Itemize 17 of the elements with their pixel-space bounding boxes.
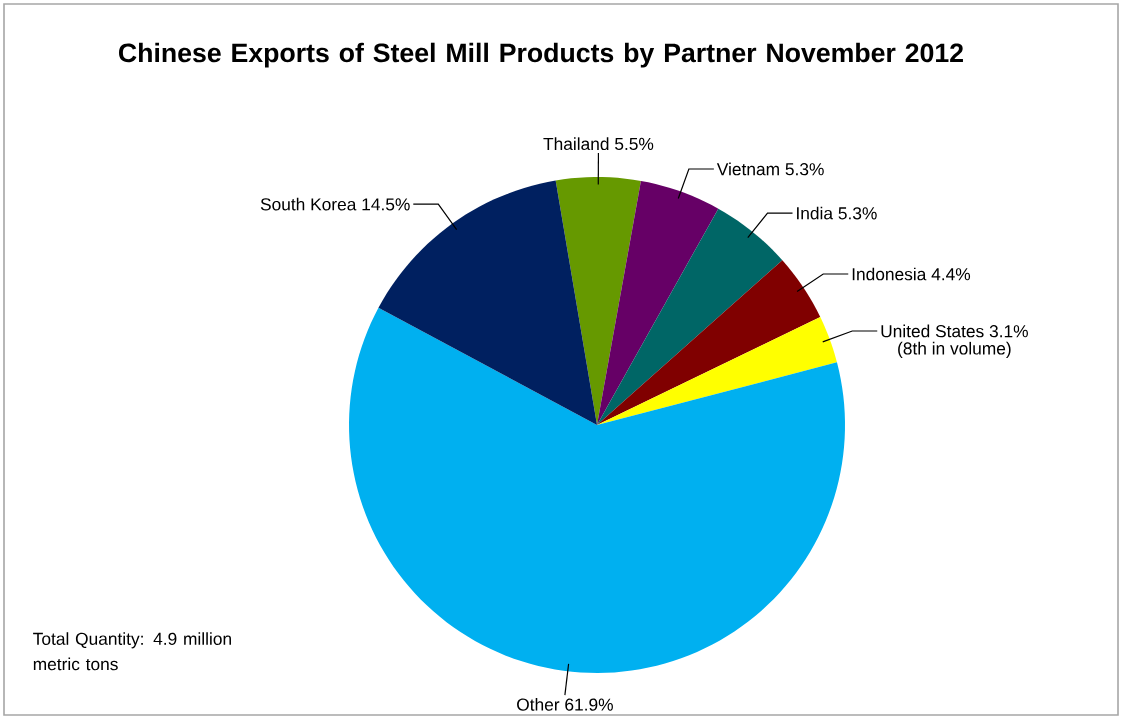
- slice-label: South Korea: [260, 197, 357, 211]
- slice-label: India: [797, 206, 834, 220]
- data-label: 14.5%: [362, 198, 410, 211]
- text: Total Quantity: 4.9 million metric tons: [33, 632, 231, 671]
- slice-label: Indonesia: [852, 267, 927, 281]
- slice-label: Other: [517, 698, 560, 711]
- data-label: 5.3%: [838, 207, 877, 220]
- text: (8th in volume): [898, 341, 1011, 359]
- data-label: 4.4%: [931, 268, 971, 281]
- slice-label: Thailand: [543, 137, 609, 151]
- data-label: 3.1%: [989, 325, 1028, 338]
- data-label: 5.3%: [785, 163, 824, 176]
- slice-label: United States: [881, 324, 984, 338]
- slice-label: Vietnam: [716, 162, 779, 176]
- chart-title: Chinese Exports of Steel Mill Products by Partner November 2012: [119, 42, 963, 68]
- data-label: 5.5%: [615, 137, 654, 151]
- data-label: 61.9%: [565, 698, 613, 711]
